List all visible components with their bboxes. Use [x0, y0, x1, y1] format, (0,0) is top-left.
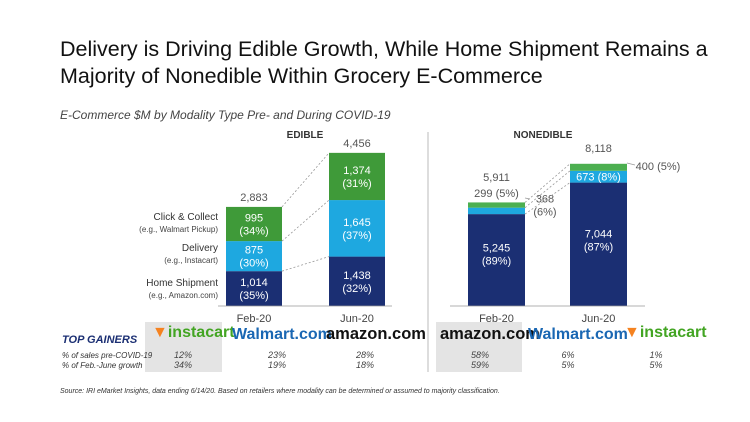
source-note: Source: IRI eMarket Insights, data endin… — [60, 388, 500, 395]
x-tick-label: Feb-20 — [237, 313, 272, 325]
bar-segment-click-collect — [570, 163, 627, 171]
bar-segment-home-shipment — [329, 256, 385, 306]
data-label: 1,645 (37%) — [342, 217, 371, 242]
data-label: 368 (6%) — [533, 194, 556, 219]
gainer-growth-value: 5% — [561, 360, 574, 370]
amazon-logo: amazon.com — [326, 325, 426, 343]
bar-segment-click-collect — [329, 152, 385, 201]
gainer-pre-value: 28% — [355, 350, 374, 360]
gainer-growth-value: 5% — [649, 360, 662, 370]
total-label: 4,456 — [343, 138, 371, 150]
data-label: 1,374 (31%) — [342, 165, 371, 190]
data-label: 673 (8%) — [576, 172, 621, 184]
legend-label: Click & Collect — [154, 212, 219, 223]
total-label: 8,118 — [585, 143, 612, 155]
amazon-logo-nonedible: amazon.com — [440, 325, 540, 343]
connector-line — [524, 170, 571, 208]
bar-segment-home-shipment — [226, 271, 282, 306]
bar-segment-delivery — [570, 170, 627, 183]
carrot-icon: ▼ — [152, 324, 168, 341]
gainer-pre-value: 58% — [471, 350, 489, 360]
data-label: 875 (30%) — [239, 245, 268, 270]
legend-label: Delivery — [182, 243, 218, 254]
bar-segment-home-shipment — [570, 182, 627, 306]
carrot-icon: ▼ — [624, 324, 640, 341]
data-label: 299 (5%) — [474, 188, 519, 200]
connector-line — [524, 163, 571, 203]
bar-segment-home-shipment — [468, 214, 525, 306]
connector-line — [524, 182, 571, 215]
x-tick-label: Jun-20 — [582, 313, 616, 325]
legend-label: Home Shipment — [146, 278, 218, 289]
bar-segment-delivery — [468, 207, 525, 215]
gainer-growth-value: 19% — [268, 360, 286, 370]
x-tick-label: Jun-20 — [340, 313, 374, 325]
data-label: 995 (34%) — [239, 212, 268, 237]
bar-segment-delivery — [226, 241, 282, 272]
legend-sublabel: (e.g., Amazon.com) — [149, 291, 219, 300]
gainer-growth-value: 18% — [356, 360, 374, 370]
bar-segment-click-collect — [226, 206, 282, 242]
row-label: % of sales pre-COVID-19 — [62, 351, 153, 360]
data-label: 1,014 (35%) — [239, 277, 268, 302]
instacart-logo-nonedible: ▼instacart — [624, 324, 707, 341]
data-label: 7,044 (87%) — [584, 229, 613, 254]
data-label: 5,245 (89%) — [482, 243, 511, 268]
legend-sublabel: (e.g., Instacart) — [164, 256, 218, 265]
connector-line — [281, 256, 330, 272]
gainer-growth-value: 59% — [471, 360, 489, 370]
walmart-logo: Walmart.com — [232, 326, 332, 343]
instacart-logo: ▼instacart — [152, 324, 235, 341]
connector-line — [281, 152, 330, 208]
gainer-pre-value: 6% — [561, 350, 574, 360]
total-label: 5,911 — [483, 172, 510, 184]
chart-subtitle: E-Commerce $M by Modality Type Pre- and … — [60, 108, 391, 122]
highlight-box-edible-instacart — [145, 322, 222, 372]
gainer-pre-value: 1% — [649, 350, 662, 360]
bar-segment-delivery — [329, 200, 385, 257]
row-label: % of Feb.-June growth — [62, 361, 143, 370]
gainer-pre-value: 23% — [267, 350, 286, 360]
gainer-growth-value: 34% — [174, 360, 192, 370]
data-label: 1,438 (32%) — [342, 270, 371, 295]
highlight-box-nonedible-amazon — [436, 322, 522, 372]
gainer-pre-value: 12% — [174, 350, 192, 360]
leader-line — [626, 162, 636, 166]
legend-sublabel: (e.g., Walmart Pickup) — [139, 225, 218, 234]
total-label: 2,883 — [240, 192, 268, 204]
connector-line — [281, 199, 330, 242]
page-title: Delivery is Driving Edible Growth, While… — [60, 37, 708, 88]
bar-segment-click-collect — [468, 202, 525, 208]
top-gainers-heading: TOP GAINERS — [62, 334, 138, 346]
x-tick-label: Feb-20 — [479, 313, 514, 325]
edible-panel-title: EDIBLE — [287, 130, 324, 141]
data-label: 400 (5%) — [636, 161, 681, 173]
nonedible-panel-title: NONEDIBLE — [514, 130, 573, 141]
walmart-logo-nonedible: Walmart.com — [528, 326, 628, 343]
